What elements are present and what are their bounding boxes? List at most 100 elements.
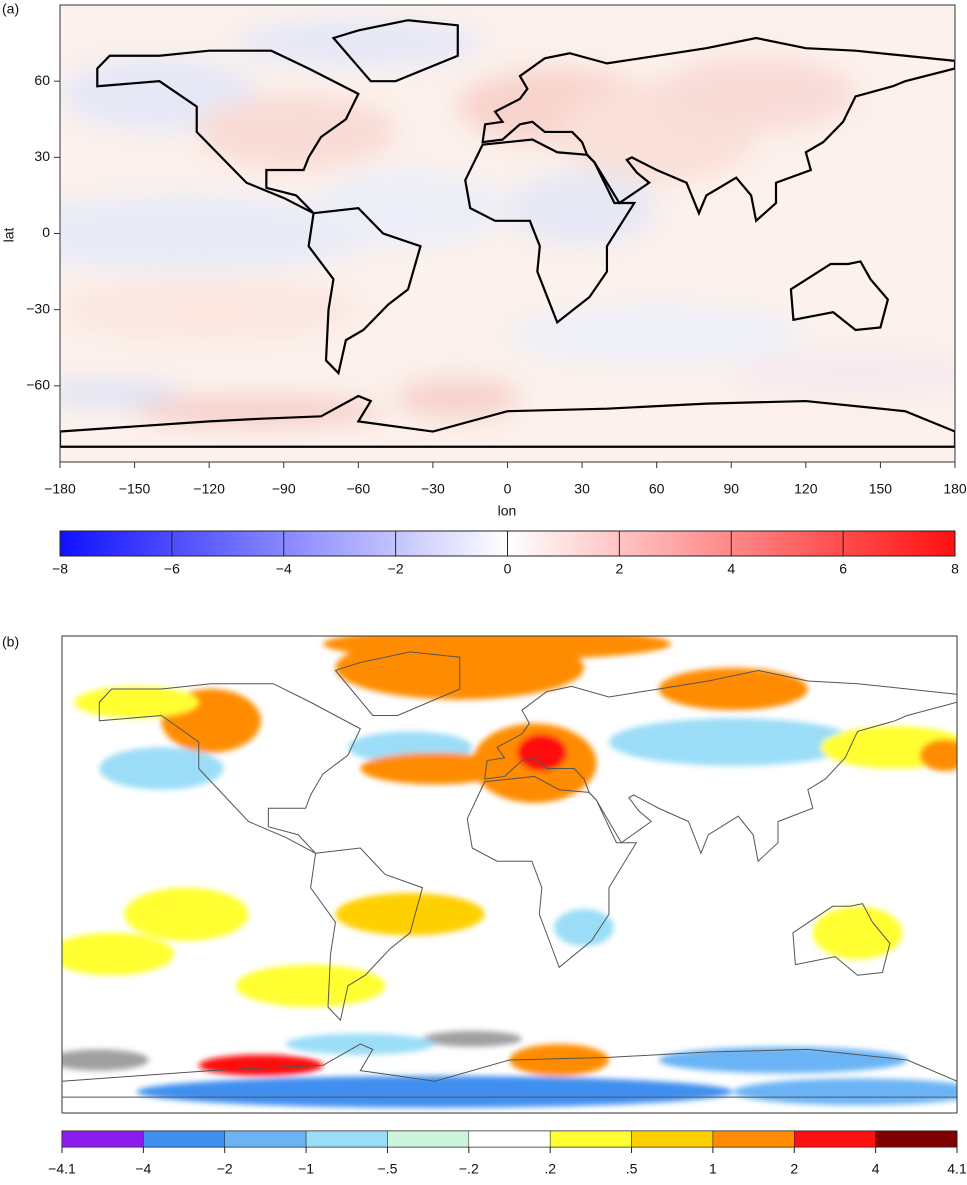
x-tick-label: −60 — [346, 481, 370, 497]
y-tick-label: 60 — [34, 72, 50, 88]
shading — [62, 636, 957, 1108]
shade-region — [60, 55, 259, 132]
shade-region — [234, 17, 483, 69]
x-tick-label: −180 — [44, 481, 76, 497]
x-tick-label: 30 — [574, 481, 590, 497]
colorbar-bin — [875, 1130, 958, 1148]
colorbar-bin — [712, 1130, 795, 1148]
shade-region — [507, 304, 806, 366]
shade-region — [62, 932, 174, 976]
shade-region — [360, 752, 510, 785]
colorbar-bin — [305, 1130, 388, 1148]
panel-label: (b) — [2, 634, 19, 650]
shade-region — [196, 93, 396, 171]
colorbar-tick-label: −.2 — [459, 1161, 479, 1177]
shade-region — [919, 739, 957, 772]
shade-region — [236, 964, 386, 1007]
map-area — [60, 5, 955, 462]
colorbar-tick-label: 1 — [709, 1161, 717, 1177]
shading — [60, 17, 955, 427]
shade-region — [733, 1078, 957, 1106]
colorbar-tick-label: −2 — [217, 1161, 233, 1177]
shade-region — [136, 1075, 734, 1108]
y-axis-label: lat — [1, 228, 17, 243]
coastline — [789, 260, 890, 332]
colorbar-tick-label: −6 — [164, 561, 180, 577]
colorbar-tick-label: −4 — [135, 1161, 151, 1177]
colorbar-bin — [631, 1130, 714, 1148]
x-tick-label: 90 — [723, 481, 739, 497]
shade-region — [658, 1046, 908, 1074]
x-tick-label: −150 — [119, 481, 151, 497]
colorbar-bin — [387, 1130, 470, 1148]
colorbar-bin — [549, 1130, 632, 1148]
colorbar-bin — [468, 1130, 551, 1148]
colorbar-tick-label: −8 — [52, 561, 68, 577]
shade-region — [74, 686, 199, 719]
shade-region — [731, 352, 955, 394]
y-tick-label: 0 — [42, 224, 50, 240]
colorbar-bin — [794, 1130, 876, 1148]
map-area — [62, 636, 957, 1113]
colorbar-tick-label: 6 — [839, 561, 847, 577]
colorbar-tick-label: 2 — [790, 1161, 798, 1177]
colorbar-bin — [143, 1130, 225, 1148]
colorbar-tick-label: −4 — [276, 561, 292, 577]
colorbar-tick-label: 4.1 — [947, 1161, 967, 1177]
colorbar-tick-label: 0 — [504, 561, 512, 577]
shade-region — [335, 893, 485, 936]
x-tick-label: −120 — [193, 481, 225, 497]
shade-region — [134, 395, 384, 427]
x-tick-label: 150 — [869, 481, 893, 497]
colorbar-tick-label: −2 — [388, 561, 404, 577]
x-tick-label: −30 — [421, 481, 445, 497]
colorbar-tick-label: −1 — [298, 1161, 314, 1177]
coastline — [464, 138, 637, 325]
coastline — [310, 847, 424, 1022]
shade-region — [198, 1054, 324, 1076]
coastline — [331, 19, 459, 83]
colorbar-tick-label: .5 — [626, 1161, 638, 1177]
colorbar-bin — [61, 1130, 144, 1148]
x-axis-label: lon — [498, 503, 517, 519]
colorbar-tick-label: 8 — [951, 561, 959, 577]
shade-region — [509, 1044, 609, 1076]
shade-region — [99, 747, 224, 790]
x-tick-label: 120 — [794, 481, 818, 497]
x-tick-label: −90 — [272, 481, 296, 497]
x-tick-label: 0 — [504, 481, 512, 497]
shade-region — [554, 908, 614, 947]
shade-region — [62, 1049, 149, 1071]
shade-region — [395, 378, 520, 419]
coastline — [62, 1043, 957, 1098]
shade-region — [656, 55, 856, 132]
coastline — [96, 49, 360, 215]
shade-region — [422, 1030, 522, 1047]
colorbar-tick-label: −.5 — [378, 1161, 398, 1177]
shade-region — [658, 667, 808, 711]
shade-region — [507, 170, 657, 247]
shade-region — [124, 887, 249, 941]
shade-region — [60, 195, 384, 272]
shade-region — [60, 279, 359, 341]
panel-label: (a) — [2, 1, 19, 17]
colorbar-tick-label: −4.1 — [48, 1161, 76, 1177]
colorbar-tick-label: .2 — [544, 1161, 556, 1177]
shade-region — [323, 636, 672, 660]
coastline — [307, 206, 422, 376]
coastline — [334, 651, 461, 716]
coastline — [98, 683, 361, 854]
shade-region — [608, 718, 858, 766]
colorbar-tick-label: 4 — [872, 1161, 880, 1177]
colorbar-tick-label: 2 — [615, 561, 623, 577]
coastline — [792, 903, 891, 976]
shade-region — [60, 380, 185, 407]
shade-region — [812, 906, 903, 960]
colorbar-bin — [224, 1130, 307, 1148]
y-tick-label: −60 — [26, 377, 50, 393]
y-tick-label: 30 — [34, 148, 50, 164]
x-tick-label: 180 — [943, 481, 967, 497]
coastline — [466, 775, 638, 969]
shade-region — [308, 170, 508, 247]
